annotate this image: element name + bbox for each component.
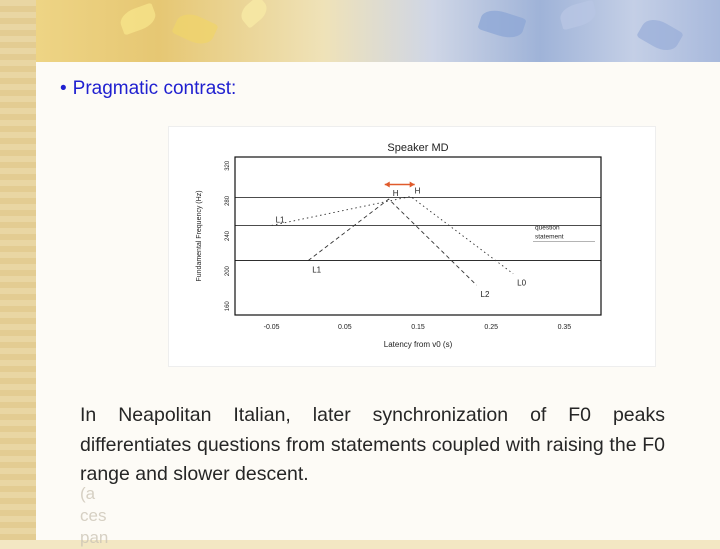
y-tick-label: 160 [225,301,231,312]
point-label: L0 [517,279,526,288]
arrow-head-right [409,181,415,188]
faded-line: (a [80,484,96,503]
x-tick-label: 0.05 [338,324,352,331]
series-line-question [271,196,514,275]
faded-line: ces [80,506,107,525]
bullet-text: Pragmatic contrast: [72,78,237,99]
leaf-decoration [557,0,599,31]
chart-svg: Speaker MD -0.05 0.05 0.15 0.25 0.35 160 200 240… [196,142,602,349]
legend-entry: statement [535,233,564,240]
header-banner [0,0,720,62]
point-label: L1 [276,215,285,224]
series-line-statement [307,198,477,286]
leaf-decoration [477,5,527,43]
x-axis-label: Latency from v0 (s) [384,340,453,349]
x-tick-label: -0.05 [264,324,280,331]
faded-line: pan [80,528,109,547]
x-tick-label: 0.25 [484,324,498,331]
faded-text: (a ces pan [80,483,280,549]
bullet-icon: • [60,78,67,99]
point-label: L2 [481,290,490,299]
legend-entry: question [535,224,560,231]
body-paragraph: In Neapolitan Italian, later synchroniza… [80,404,665,485]
x-tick-label: 0.15 [411,324,425,331]
y-tick-label: 280 [225,195,231,206]
leaf-decoration [636,13,684,57]
y-tick-label: 240 [225,230,231,241]
bullet-heading: • Pragmatic contrast: [60,78,236,100]
leaf-decoration [117,2,159,36]
plot-frame [234,156,602,316]
leaf-decoration [236,0,272,29]
point-label: H [393,189,399,198]
y-tick-label: 200 [225,265,231,276]
y-axis-label: Fundamental Frequency (Hz) [196,190,203,281]
x-tick-label: 0.35 [558,324,572,331]
chart-title: Speaker MD [387,142,448,154]
point-label: H [415,187,421,196]
side-decoration [0,0,36,540]
y-tick-label: 320 [225,160,231,171]
leaf-decoration [171,8,219,50]
point-label: L1 [312,266,321,275]
arrow-head-left [384,181,390,188]
f0-chart: Speaker MD -0.05 0.05 0.15 0.25 0.35 160 200 240… [168,126,656,367]
